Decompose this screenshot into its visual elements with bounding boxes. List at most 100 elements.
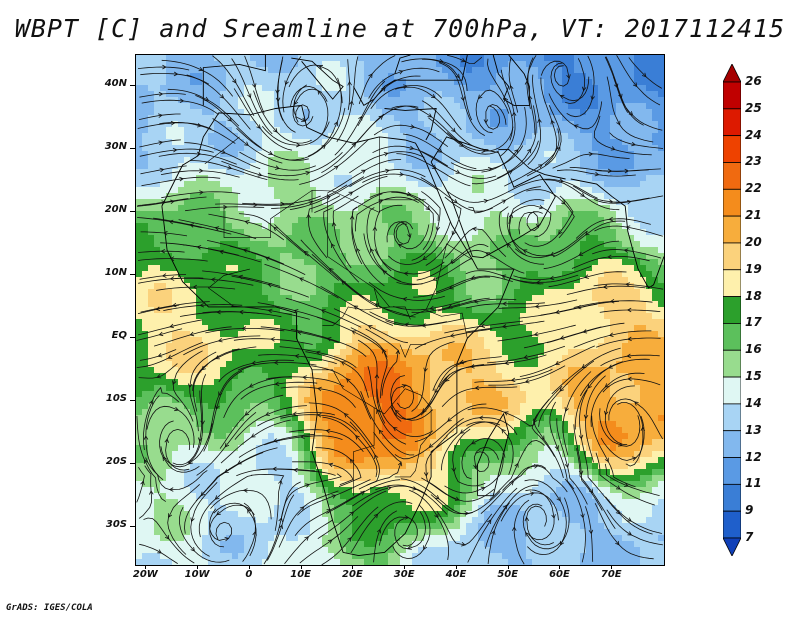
streamline-arrow <box>333 121 339 126</box>
streamline-arrow <box>549 275 555 281</box>
streamline <box>549 401 575 490</box>
streamline-arrow <box>360 491 366 496</box>
streamline <box>444 228 507 259</box>
country-border <box>204 136 240 165</box>
streamline-arrow <box>504 360 509 366</box>
coastline-segment <box>291 57 344 100</box>
map-plot-area[interactable] <box>135 54 665 566</box>
streamline-arrow <box>265 411 270 416</box>
lon-tick <box>248 565 250 569</box>
streamline-arrow <box>218 249 224 255</box>
streamline <box>481 106 527 173</box>
streamline-arrow <box>248 383 254 388</box>
streamline <box>402 133 477 170</box>
streamline-arrow <box>367 325 373 330</box>
streamline-arrow <box>303 250 309 256</box>
streamline <box>208 508 233 541</box>
streamline-arrow <box>533 331 539 337</box>
streamline <box>292 461 354 485</box>
streamline-arrow <box>451 467 456 473</box>
lat-tick <box>130 400 135 402</box>
streamline <box>178 219 257 240</box>
streamline-arrow <box>514 148 519 154</box>
streamline <box>160 170 240 178</box>
streamline-arrow <box>301 117 306 122</box>
streamline-arrow <box>189 331 195 337</box>
streamline-arrow <box>197 123 202 128</box>
streamline-arrow <box>315 350 321 355</box>
streamline-arrow <box>580 192 585 197</box>
colorbar-value-label: 13 <box>745 422 762 437</box>
streamline-arrow <box>224 442 230 448</box>
streamline-arrow <box>148 400 154 406</box>
country-border <box>322 306 390 326</box>
streamline-arrow <box>351 142 357 148</box>
coastline-segment <box>202 55 266 106</box>
streamline <box>540 77 558 166</box>
streamline-arrow <box>188 459 193 465</box>
colorbar-value-label: 9 <box>745 503 754 518</box>
streamline <box>307 195 341 259</box>
streamline <box>161 191 241 199</box>
streamline-arrow <box>538 204 544 210</box>
streamline-arrow <box>423 545 428 551</box>
streamline <box>136 341 204 368</box>
coastlines-borders <box>161 55 664 557</box>
streamline-arrow <box>536 280 541 285</box>
streamline <box>452 428 486 487</box>
lat-tick <box>130 211 135 213</box>
streamline-arrow <box>594 171 600 177</box>
colorbar-swatch <box>723 457 741 485</box>
streamline-arrow <box>196 151 202 157</box>
streamline-arrow <box>623 248 629 253</box>
colorbar-value-label: 11 <box>745 476 762 491</box>
streamline-arrow <box>160 248 166 254</box>
streamline <box>370 85 442 109</box>
streamline <box>305 351 369 398</box>
colorbar-value-label: 12 <box>745 449 762 464</box>
colorbar-value-label: 26 <box>745 74 762 88</box>
streamline <box>524 195 574 247</box>
streamline-arrow <box>326 509 332 514</box>
streamline-arrow <box>434 494 440 500</box>
streamline <box>187 374 207 464</box>
streamline <box>594 503 654 560</box>
streamline-arrow <box>278 517 283 523</box>
streamline-arrow <box>199 190 204 195</box>
streamline <box>485 104 507 130</box>
streamline-arrow <box>387 486 392 491</box>
lon-tick <box>404 565 406 569</box>
streamline <box>498 206 545 265</box>
streamline-arrow <box>143 459 149 464</box>
streamline <box>263 481 301 565</box>
streamline-arrow <box>434 513 439 519</box>
streamline-arrow <box>331 221 337 227</box>
streamline <box>594 225 663 237</box>
streamline <box>373 124 449 148</box>
streamline-arrow <box>504 97 509 102</box>
streamline <box>332 195 359 269</box>
streamline <box>351 206 385 287</box>
streamline-arrow <box>268 150 274 155</box>
streamline-arrow <box>588 529 594 535</box>
streamline-arrow <box>564 407 569 412</box>
streamline-arrow <box>409 145 415 151</box>
streamline-arrow <box>554 445 559 451</box>
streamline-arrow <box>275 97 281 103</box>
streamline-arrow <box>327 539 333 544</box>
streamline-arrow <box>320 309 326 314</box>
colorbar-value-label: 18 <box>745 288 762 303</box>
streamline-arrow <box>361 169 366 174</box>
streamline-arrow <box>451 127 456 133</box>
streamline-arrow <box>215 355 220 360</box>
streamline-arrow <box>449 333 455 338</box>
streamline <box>474 368 553 383</box>
streamline <box>565 58 585 104</box>
streamline <box>421 477 495 502</box>
streamline <box>153 217 232 235</box>
streamline <box>527 497 570 556</box>
streamline <box>451 249 525 274</box>
streamline-arrow <box>328 462 334 468</box>
streamline <box>444 320 523 334</box>
streamline <box>461 437 506 480</box>
